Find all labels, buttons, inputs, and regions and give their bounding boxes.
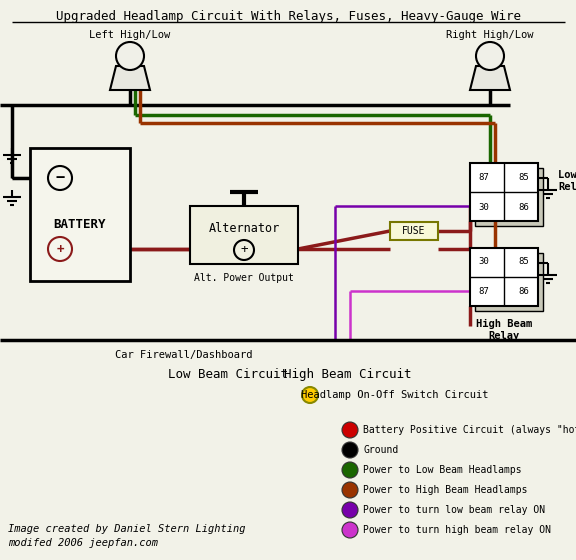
Text: High Beam: High Beam [476, 319, 532, 329]
Text: 87: 87 [479, 287, 490, 296]
Bar [30, 148, 130, 281]
Bar [190, 206, 298, 264]
Bar [470, 248, 538, 306]
Circle shape [342, 422, 358, 438]
Text: Car Firewall/Dashboard: Car Firewall/Dashboard [115, 350, 252, 360]
Text: +: + [240, 244, 248, 256]
Text: Image created by Daniel Stern Lighting: Image created by Daniel Stern Lighting [8, 524, 245, 534]
Polygon shape [470, 66, 510, 90]
Circle shape [342, 442, 358, 458]
Text: Ground: Ground [363, 445, 398, 455]
Circle shape [342, 502, 358, 518]
Text: Low Beam Circuit: Low Beam Circuit [168, 368, 288, 381]
Text: Low Beam: Low Beam [558, 170, 576, 180]
Text: +: + [56, 242, 64, 255]
Text: 85: 85 [518, 172, 529, 181]
Text: 30: 30 [479, 203, 490, 212]
Circle shape [116, 42, 144, 70]
Circle shape [48, 237, 72, 261]
Text: 87: 87 [479, 172, 490, 181]
Text: Alt. Power Output: Alt. Power Output [194, 273, 294, 283]
Circle shape [48, 166, 72, 190]
Text: Right High/Low: Right High/Low [446, 30, 534, 40]
Text: Upgraded Headlamp Circuit With Relays, Fuses, Heavy-Gauge Wire: Upgraded Headlamp Circuit With Relays, F… [55, 10, 521, 23]
Circle shape [234, 240, 254, 260]
Text: modifed 2006 jeepfan.com: modifed 2006 jeepfan.com [8, 538, 158, 548]
Text: Left High/Low: Left High/Low [89, 30, 170, 40]
Text: −: − [55, 170, 65, 185]
Circle shape [342, 462, 358, 478]
Circle shape [302, 387, 318, 403]
Text: 86: 86 [518, 287, 529, 296]
Text: Battery Positive Circuit (always "hot"): Battery Positive Circuit (always "hot") [363, 425, 576, 435]
Circle shape [342, 482, 358, 498]
Text: 30: 30 [479, 258, 490, 267]
Text: 86: 86 [518, 203, 529, 212]
Circle shape [476, 42, 504, 70]
Circle shape [342, 522, 358, 538]
Text: High Beam Circuit: High Beam Circuit [284, 368, 412, 381]
Text: FUSE: FUSE [402, 226, 426, 236]
Text: Relay: Relay [488, 331, 520, 341]
Text: Relay: Relay [558, 182, 576, 192]
Text: Power to Low Beam Headlamps: Power to Low Beam Headlamps [363, 465, 522, 475]
Bar [390, 222, 438, 240]
Bar [475, 168, 543, 226]
Text: Power to turn high beam relay ON: Power to turn high beam relay ON [363, 525, 551, 535]
Text: BATTERY: BATTERY [54, 218, 106, 231]
Bar [475, 253, 543, 311]
Polygon shape [110, 66, 150, 90]
Bar [470, 163, 538, 221]
Text: 85: 85 [518, 258, 529, 267]
Text: Power to turn low beam relay ON: Power to turn low beam relay ON [363, 505, 545, 515]
Text: Alternator: Alternator [209, 222, 279, 235]
Text: Power to High Beam Headlamps: Power to High Beam Headlamps [363, 485, 528, 495]
Text: Headlamp On-Off Switch Circuit: Headlamp On-Off Switch Circuit [301, 390, 489, 400]
